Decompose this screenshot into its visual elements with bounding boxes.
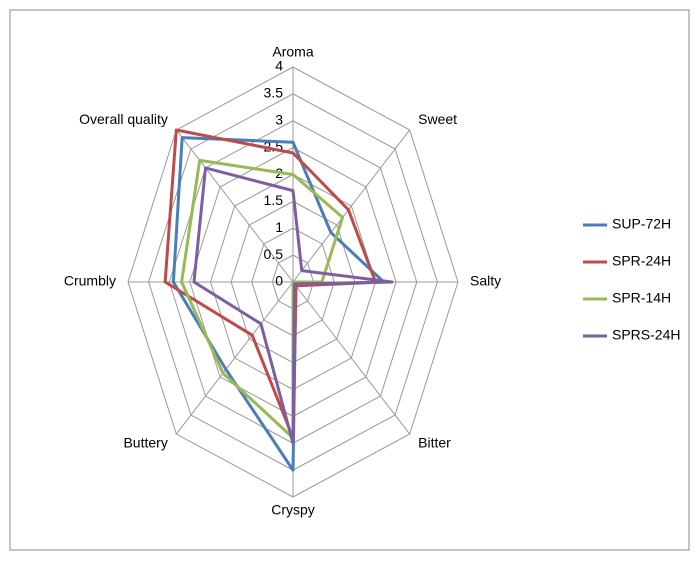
legend-label: SPR-14H — [612, 290, 671, 306]
axis-label: Sweet — [418, 111, 457, 127]
spoke — [292, 281, 411, 435]
tick-label: 3.5 — [264, 85, 284, 101]
legend-label: SPR-24H — [612, 253, 671, 269]
axis-label: Salty — [470, 273, 501, 289]
series-line — [171, 136, 386, 472]
chart-border — [9, 9, 690, 551]
axis-label: Buttery — [123, 435, 167, 451]
tick-label: 0.5 — [264, 246, 284, 262]
axis-label: Bitter — [418, 435, 451, 451]
axis-label: Overall quality — [79, 111, 168, 127]
tick-label: 0 — [275, 273, 283, 289]
axis-label: Crumbly — [64, 273, 116, 289]
legend-label: SUP-72H — [612, 216, 671, 232]
legend-label: SPRS-24H — [612, 327, 680, 343]
tick-label: 1.5 — [264, 192, 284, 208]
spoke — [292, 129, 411, 283]
axis-label: Aroma — [272, 44, 313, 60]
series-line — [192, 166, 394, 445]
axis-label: Cryspy — [271, 502, 315, 518]
tick-label: 1 — [275, 219, 283, 235]
tick-label: 4 — [275, 58, 283, 74]
spoke — [175, 281, 294, 435]
tick-label: 3 — [275, 111, 283, 127]
spoke — [175, 129, 294, 283]
